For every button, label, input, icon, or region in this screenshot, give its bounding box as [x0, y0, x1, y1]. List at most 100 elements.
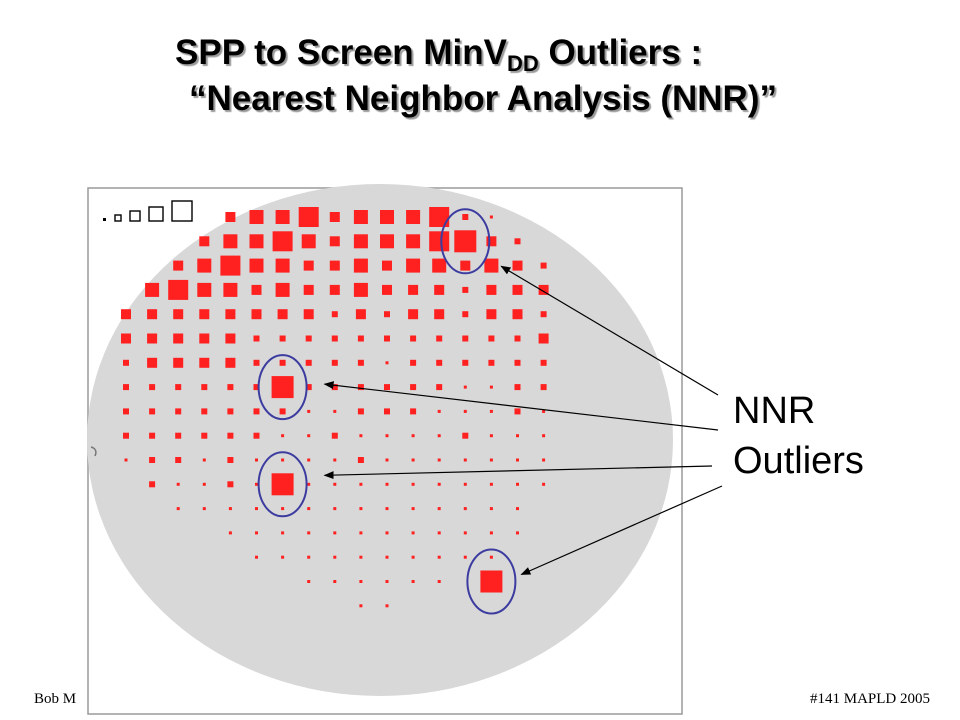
die-square	[434, 309, 445, 320]
die-square	[249, 258, 264, 273]
die-square	[253, 359, 260, 366]
die-square	[281, 458, 285, 462]
outlier-circles	[257, 208, 517, 615]
die-square	[489, 385, 493, 389]
die-square	[121, 333, 131, 344]
die-square	[199, 309, 210, 320]
die-grid	[121, 207, 549, 608]
die-square	[298, 207, 319, 227]
die-square	[359, 604, 363, 608]
die-square	[275, 282, 290, 297]
die-square	[124, 458, 128, 462]
die-square	[542, 409, 546, 413]
die-square	[123, 359, 129, 366]
die-square	[331, 432, 338, 439]
die-square	[385, 555, 389, 559]
die-square	[275, 258, 290, 273]
outlier-highlight-circle	[257, 354, 308, 421]
die-square	[437, 458, 441, 462]
die-square	[484, 258, 499, 273]
die-square	[331, 359, 338, 366]
die-square	[514, 335, 521, 342]
outlier-die-square	[271, 473, 294, 496]
die-square	[460, 260, 471, 271]
die-square	[201, 408, 208, 415]
die-square	[385, 580, 389, 583]
die-square	[406, 210, 421, 224]
die-square	[307, 507, 311, 511]
die-square	[488, 335, 495, 342]
die-square	[463, 531, 467, 535]
die-square	[307, 482, 311, 486]
legend-square	[148, 206, 164, 222]
die-square	[359, 482, 363, 486]
die-square	[516, 482, 519, 486]
die-square	[411, 555, 415, 559]
die-square	[512, 260, 523, 271]
die-square	[411, 482, 415, 486]
die-square	[489, 409, 493, 413]
die-square	[329, 260, 340, 271]
callout-arrow	[520, 485, 723, 576]
die-square	[429, 207, 450, 227]
die-square	[410, 335, 417, 342]
die-square	[436, 359, 443, 366]
die-square	[355, 309, 366, 320]
die-square	[272, 231, 293, 252]
title-suffix: Outliers :	[538, 33, 703, 72]
die-square	[225, 309, 236, 320]
die-square	[462, 214, 469, 220]
die-square	[199, 236, 210, 247]
die-square	[202, 482, 206, 486]
die-square	[225, 333, 236, 344]
die-square	[147, 309, 158, 320]
die-square	[251, 309, 262, 320]
die-square	[225, 357, 236, 368]
die-square	[307, 409, 311, 413]
label-line-2: Outliers	[733, 440, 864, 482]
die-square	[432, 258, 447, 273]
die-square	[540, 311, 547, 318]
die-square	[359, 555, 363, 559]
die-square	[411, 434, 415, 438]
die-square	[279, 359, 286, 366]
outlier-die-square	[454, 230, 477, 253]
die-square	[540, 384, 547, 391]
die-square	[149, 408, 156, 415]
die-square	[437, 555, 441, 559]
die-square	[176, 507, 180, 511]
die-square	[303, 260, 314, 271]
footer-author: Bob M	[34, 691, 77, 707]
die-square	[305, 384, 312, 391]
die-square	[353, 258, 368, 273]
die-square	[149, 432, 156, 439]
die-square	[462, 286, 469, 293]
die-square	[488, 359, 495, 366]
die-square	[255, 531, 258, 535]
die-square	[329, 284, 340, 295]
die-square	[307, 434, 311, 438]
die-square	[514, 359, 521, 366]
die-square	[462, 335, 469, 342]
die-square	[436, 384, 443, 391]
die-square	[255, 507, 258, 511]
legend-square	[129, 210, 141, 222]
die-square	[281, 531, 285, 535]
die-square	[357, 457, 364, 463]
die-square	[121, 309, 131, 320]
die-square	[463, 385, 467, 389]
die-square	[281, 507, 285, 511]
die-square	[411, 458, 415, 462]
footer-reference: #141 MAPLD 2005	[809, 691, 930, 707]
die-square	[279, 335, 286, 342]
die-square	[123, 408, 129, 415]
die-square	[542, 458, 546, 462]
die-square	[173, 309, 184, 320]
callout-arrow	[323, 465, 713, 480]
die-square	[512, 284, 523, 295]
die-square	[202, 507, 206, 511]
die-square	[197, 258, 212, 273]
die-square	[385, 434, 389, 438]
die-square	[385, 361, 389, 365]
